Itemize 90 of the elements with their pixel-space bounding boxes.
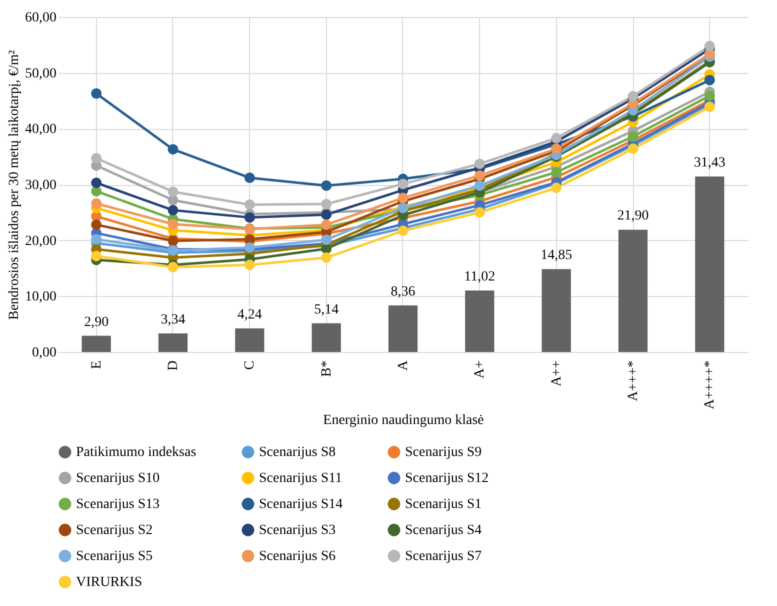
point [244, 172, 255, 184]
data-label: 3,34 [160, 312, 186, 328]
x-tick-label: B* [319, 360, 334, 377]
bar [235, 328, 264, 352]
legend-label: Scenarijus S8 [259, 445, 336, 460]
point [168, 204, 178, 216]
legend-label: VIRURKIS [76, 575, 142, 590]
legend-label: Patikimumo indeksas [76, 445, 196, 460]
legend-label: Scenarijus S3 [259, 523, 336, 538]
data-label: 14,85 [540, 248, 572, 264]
x-tick-label: A++++* [702, 360, 718, 410]
legend-label: Scenarijus S5 [76, 549, 153, 564]
point [321, 234, 332, 246]
bar [542, 269, 571, 352]
x-tick-label: D [166, 360, 181, 371]
point [91, 234, 102, 244]
bar [312, 323, 341, 352]
legend-label: Scenarijus S14 [259, 497, 343, 512]
bar [618, 230, 648, 352]
point [551, 132, 562, 144]
point [91, 219, 102, 230]
point [704, 90, 715, 101]
point [321, 252, 332, 263]
legend-label: Scenarijus S12 [405, 471, 489, 486]
point [321, 198, 332, 210]
point [244, 260, 255, 270]
data-label: 21,90 [617, 208, 649, 224]
point [474, 170, 485, 181]
point [168, 186, 178, 197]
point [628, 131, 638, 142]
data-label: 2,90 [84, 314, 109, 330]
point [244, 212, 255, 223]
bar [695, 176, 724, 352]
point [91, 153, 102, 164]
point [628, 144, 638, 154]
legend-label: Scenarijus S13 [76, 497, 160, 512]
point [321, 180, 332, 191]
data-label: 31,43 [694, 156, 726, 171]
y-tick-label: 40,00 [25, 122, 56, 138]
data-label: 4,24 [237, 307, 262, 322]
point [551, 182, 562, 194]
point [91, 88, 102, 99]
point [474, 158, 485, 170]
x-tick-label: C [242, 360, 258, 370]
x-tick-label: A++ [549, 360, 564, 386]
data-label: 8,36 [390, 284, 416, 300]
x-tick-label: A+++* [626, 360, 641, 402]
y-axis-title: Bendrosios išlaidos per 30 metų laikotarpį, €/m² [7, 50, 22, 320]
x-axis-title: Energinio naudingumo klasė [323, 413, 484, 428]
bar [158, 333, 188, 352]
legend-label: Scenarijus S10 [76, 471, 160, 486]
point [398, 178, 408, 190]
x-tick-label: A [396, 360, 411, 371]
point [91, 250, 102, 262]
data-label: 11,02 [464, 269, 496, 284]
point [321, 219, 332, 230]
point [474, 207, 485, 218]
bar [465, 290, 494, 352]
x-tick-label: E [89, 360, 104, 370]
point [704, 74, 715, 86]
legend-label: Scenarijus S2 [76, 523, 153, 538]
legend-label: Scenarijus S6 [259, 549, 336, 564]
point [168, 144, 178, 155]
point [398, 192, 408, 204]
bar [388, 305, 418, 352]
x-tick-label: A+ [472, 360, 488, 379]
legend-label: Scenarijus S11 [259, 471, 342, 486]
point [474, 180, 485, 191]
y-tick-label: 10,00 [25, 290, 56, 305]
y-tick-label: 0,00 [32, 346, 56, 360]
point [168, 218, 178, 230]
point [168, 236, 178, 246]
y-tick-label: 50,00 [25, 66, 56, 82]
y-tick-label: 20,00 [25, 234, 56, 249]
y-tick-label: 30,00 [25, 178, 56, 193]
point [244, 199, 255, 210]
data-label: 5,14 [314, 302, 339, 318]
legend-label: Scenarijus S9 [405, 445, 482, 460]
y-tick-label: 60,00 [25, 10, 56, 26]
point [704, 102, 715, 112]
bar [82, 336, 111, 352]
point [551, 166, 562, 178]
legend-label: Scenarijus S1 [405, 497, 482, 512]
point [551, 144, 562, 154]
legend-label: Scenarijus S4 [405, 523, 482, 538]
point [704, 40, 715, 52]
point [398, 226, 408, 236]
point [91, 198, 102, 209]
legend-label: Scenarijus S7 [405, 549, 482, 564]
point [91, 178, 102, 188]
